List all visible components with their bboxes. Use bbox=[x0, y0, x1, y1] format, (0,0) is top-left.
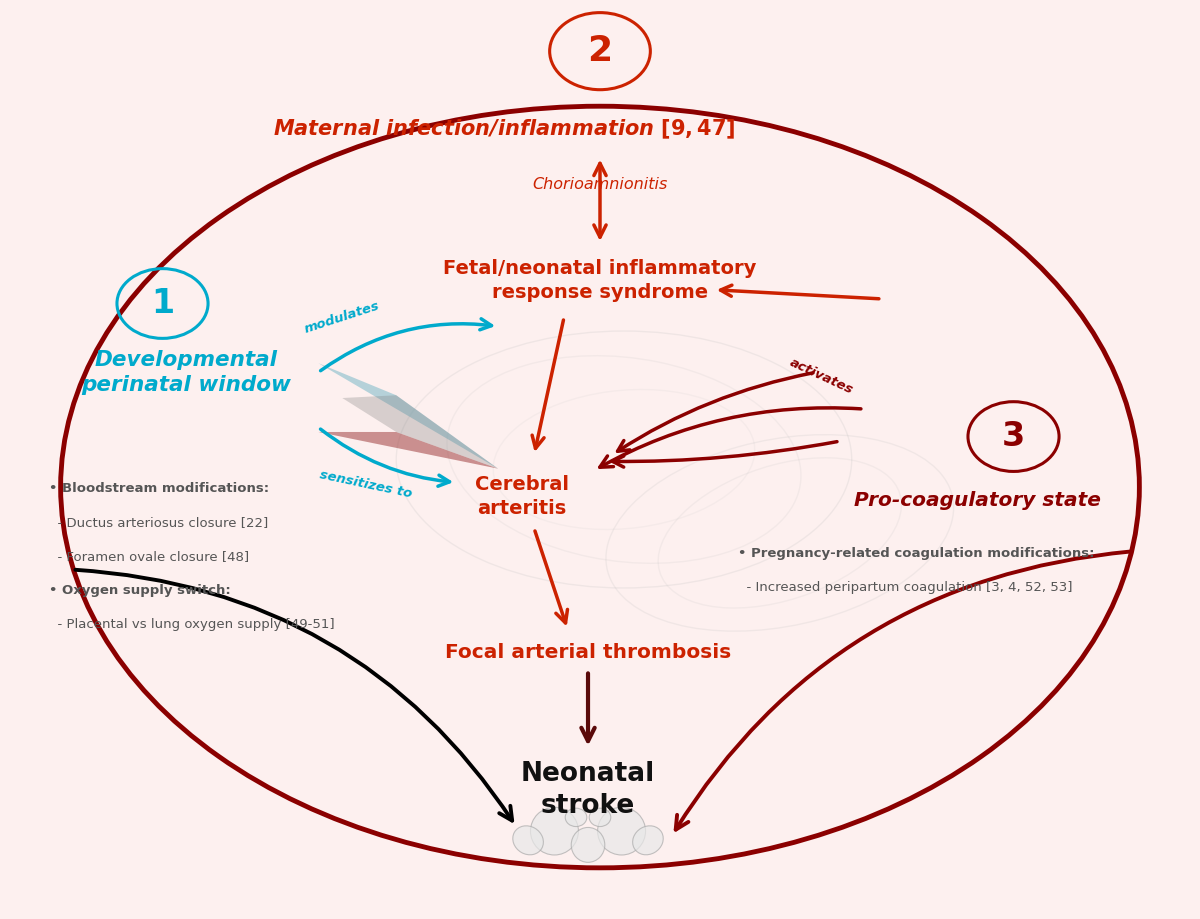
Polygon shape bbox=[342, 395, 498, 469]
Text: Maternal infection/inflammation $\bf{[9, 47]}$: Maternal infection/inflammation $\bf{[9,… bbox=[272, 118, 736, 141]
Text: Developmental
perinatal window: Developmental perinatal window bbox=[82, 350, 292, 395]
Text: activates: activates bbox=[788, 357, 856, 397]
Ellipse shape bbox=[598, 807, 646, 855]
Polygon shape bbox=[318, 363, 498, 469]
Text: 2: 2 bbox=[588, 34, 612, 68]
Text: Chorioamnionitis: Chorioamnionitis bbox=[533, 176, 667, 192]
Text: - Increased peripartum coagulation [3, 4, 52, 53]: - Increased peripartum coagulation [3, 4… bbox=[738, 581, 1073, 594]
Text: Neonatal
stroke: Neonatal stroke bbox=[521, 761, 655, 819]
Text: - Placental vs lung oxygen supply [49-51]: - Placental vs lung oxygen supply [49-51… bbox=[49, 618, 335, 631]
Text: - Ductus arteriosus closure [22]: - Ductus arteriosus closure [22] bbox=[49, 516, 268, 529]
Text: • Oxygen supply switch:: • Oxygen supply switch: bbox=[49, 584, 230, 597]
Polygon shape bbox=[318, 432, 498, 469]
Text: 3: 3 bbox=[1002, 420, 1025, 453]
Text: Pro-coagulatory state: Pro-coagulatory state bbox=[854, 492, 1102, 510]
Text: 1: 1 bbox=[151, 287, 174, 320]
Ellipse shape bbox=[632, 826, 664, 855]
Text: • Pregnancy-related coagulation modifications:: • Pregnancy-related coagulation modifica… bbox=[738, 547, 1094, 560]
Text: - Foramen ovale closure [48]: - Foramen ovale closure [48] bbox=[49, 550, 248, 563]
Ellipse shape bbox=[512, 826, 544, 855]
Ellipse shape bbox=[530, 807, 578, 855]
Text: Focal arterial thrombosis: Focal arterial thrombosis bbox=[445, 642, 731, 662]
Text: Fetal/neonatal inflammatory
response syndrome: Fetal/neonatal inflammatory response syn… bbox=[443, 259, 757, 302]
Ellipse shape bbox=[589, 808, 611, 826]
Ellipse shape bbox=[565, 808, 587, 826]
Ellipse shape bbox=[571, 827, 605, 862]
Text: modulates: modulates bbox=[302, 299, 382, 335]
Text: Cerebral
arteritis: Cerebral arteritis bbox=[475, 474, 569, 517]
Text: sensitizes to: sensitizes to bbox=[319, 469, 414, 501]
Text: • Bloodstream modifications:: • Bloodstream modifications: bbox=[49, 482, 269, 495]
